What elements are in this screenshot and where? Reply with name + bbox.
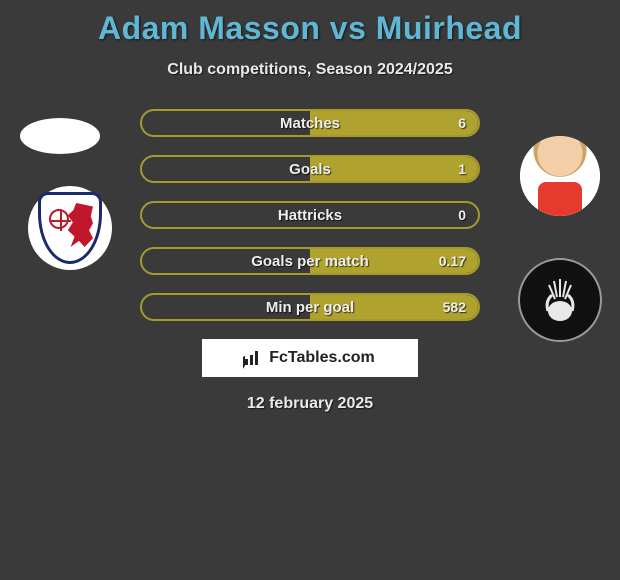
- subtitle: Club competitions, Season 2024/2025: [0, 61, 620, 79]
- stat-value-right: 6: [458, 115, 466, 131]
- football-icon: [49, 209, 69, 229]
- stat-row-goals-per-match: Goals per match 0.17: [140, 247, 480, 275]
- player-right-photo: [520, 136, 600, 216]
- stat-label: Min per goal: [266, 299, 354, 316]
- shield-icon: [38, 192, 102, 264]
- stat-label: Goals per match: [251, 253, 369, 270]
- player-left-photo: [20, 118, 100, 154]
- stat-value-right: 0.17: [439, 253, 466, 269]
- face-placeholder-icon: [520, 136, 600, 216]
- stat-row-goals: Goals 1: [140, 155, 480, 183]
- brand-box[interactable]: FcTables.com: [202, 339, 418, 377]
- stat-fill-right: [310, 157, 478, 181]
- stat-label: Hattricks: [278, 207, 342, 224]
- date-text: 12 february 2025: [0, 395, 620, 413]
- stat-value-right: 582: [443, 299, 466, 315]
- brand-text: FcTables.com: [269, 349, 375, 367]
- bar-chart-icon: [245, 351, 263, 365]
- stat-row-matches: Matches 6: [140, 109, 480, 137]
- page-title: Adam Masson vs Muirhead: [0, 0, 620, 47]
- thistle-icon: [535, 271, 585, 329]
- stat-label: Matches: [280, 115, 340, 132]
- stat-row-hattricks: Hattricks 0: [140, 201, 480, 229]
- stat-value-right: 0: [458, 207, 466, 223]
- stat-label: Goals: [289, 161, 331, 178]
- club-left-badge: [28, 186, 112, 270]
- club-right-badge: [518, 258, 602, 342]
- lion-icon: [65, 203, 93, 247]
- stat-row-min-per-goal: Min per goal 582: [140, 293, 480, 321]
- stat-value-right: 1: [458, 161, 466, 177]
